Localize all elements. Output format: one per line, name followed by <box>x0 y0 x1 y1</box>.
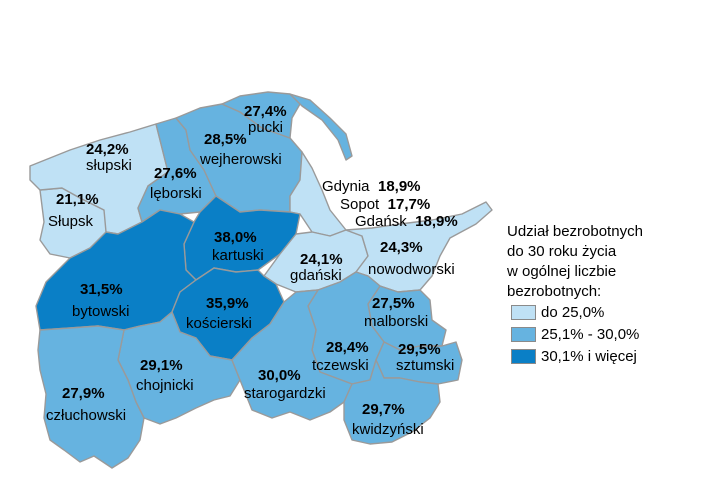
legend-item-mid: 25,1% - 30,0% <box>511 326 639 343</box>
region-pucki <box>221 91 301 139</box>
region-starogardzki <box>231 289 353 421</box>
value-label-gdanski: 24,1% <box>300 251 343 268</box>
name-label-bytowski: bytowski <box>72 303 130 320</box>
name-label-kartuski: kartuski <box>212 247 264 264</box>
region-hel-peninsula <box>289 93 353 161</box>
city-value-gdansk: 18,9% <box>415 213 458 230</box>
legend-title-line: bezrobotnych: <box>507 283 602 300</box>
value-label-pucki: 27,4% <box>244 103 287 120</box>
legend-title-line: Udział bezrobotnych <box>507 223 643 240</box>
name-label-tczewski: tczewski <box>312 357 369 374</box>
value-label-wejherowski: 28,5% <box>204 131 247 148</box>
name-label-wejherowski: wejherowski <box>199 151 282 168</box>
city-label-gdansk: Gdańsk 18,9% <box>355 213 458 230</box>
value-label-tczewski: 28,4% <box>326 339 369 356</box>
legend-swatch-mid <box>511 327 536 342</box>
region-czluchowski <box>37 325 145 469</box>
value-label-nowodworski: 24,3% <box>380 239 423 256</box>
value-label-leborski: 27,6% <box>154 165 197 182</box>
name-label-czluchowski: człuchowski <box>46 407 126 424</box>
legend-label-low: do 25,0% <box>541 304 605 321</box>
name-label-sztumski: sztumski <box>396 357 454 374</box>
legend-title: Udział bezrobotnych do 30 roku życia w o… <box>507 222 643 302</box>
value-label-malborski: 27,5% <box>372 295 415 312</box>
name-label-slupski: słupski <box>86 157 132 174</box>
name-label-kwidzynski: kwidzyński <box>352 421 424 438</box>
name-label-malborski: malborski <box>364 313 428 330</box>
city-label-gdynia: Gdynia 18,9% <box>322 178 421 195</box>
regions-layer <box>29 91 493 469</box>
legend-title-line: do 30 roku życia <box>507 243 617 260</box>
legend-item-low: do 25,0% <box>511 304 604 321</box>
legend-label-mid: 25,1% - 30,0% <box>541 326 640 343</box>
value-label-chojnicki: 29,1% <box>140 357 183 374</box>
labels-layer: 24,2% słupski 21,1% Słupsk 27,6% lęborsk… <box>46 103 458 438</box>
name-label-nowodworski: nowodworski <box>368 261 455 278</box>
value-label-slupski: 24,2% <box>86 141 129 158</box>
city-label-sopot: Sopot 17,7% <box>340 196 430 213</box>
name-label-slupsk: Słupsk <box>48 213 94 230</box>
value-label-sztumski: 29,5% <box>398 341 441 358</box>
value-label-koscierski: 35,9% <box>206 295 249 312</box>
city-value-sopot: 17,7% <box>388 196 431 213</box>
legend-title-line: w ogólnej liczbie <box>507 263 617 280</box>
value-label-kwidzynski: 29,7% <box>362 401 405 418</box>
value-label-czluchowski: 27,9% <box>62 385 105 402</box>
value-label-bytowski: 31,5% <box>80 281 123 298</box>
name-label-starogardzki: starogardzki <box>244 385 326 402</box>
legend-swatch-high <box>511 349 536 364</box>
name-label-koscierski: kościerski <box>186 315 252 332</box>
name-label-gdanski: gdański <box>290 267 342 284</box>
value-label-slupsk: 21,1% <box>56 191 99 208</box>
name-label-leborski: lęborski <box>150 185 202 202</box>
city-name-gdynia: Gdynia <box>322 178 370 195</box>
value-label-starogardzki: 30,0% <box>258 367 301 384</box>
legend-label-high: 30,1% i więcej <box>541 348 637 365</box>
region-kwidzynski <box>343 359 441 445</box>
legend-swatch-low <box>511 305 536 320</box>
city-name-gdansk: Gdańsk <box>355 213 407 230</box>
name-label-pucki: pucki <box>248 119 283 136</box>
value-label-kartuski: 38,0% <box>214 229 257 246</box>
name-label-chojnicki: chojnicki <box>136 377 194 394</box>
city-name-sopot: Sopot <box>340 196 380 213</box>
city-value-gdynia: 18,9% <box>378 178 421 195</box>
legend-item-high: 30,1% i więcej <box>511 348 637 365</box>
